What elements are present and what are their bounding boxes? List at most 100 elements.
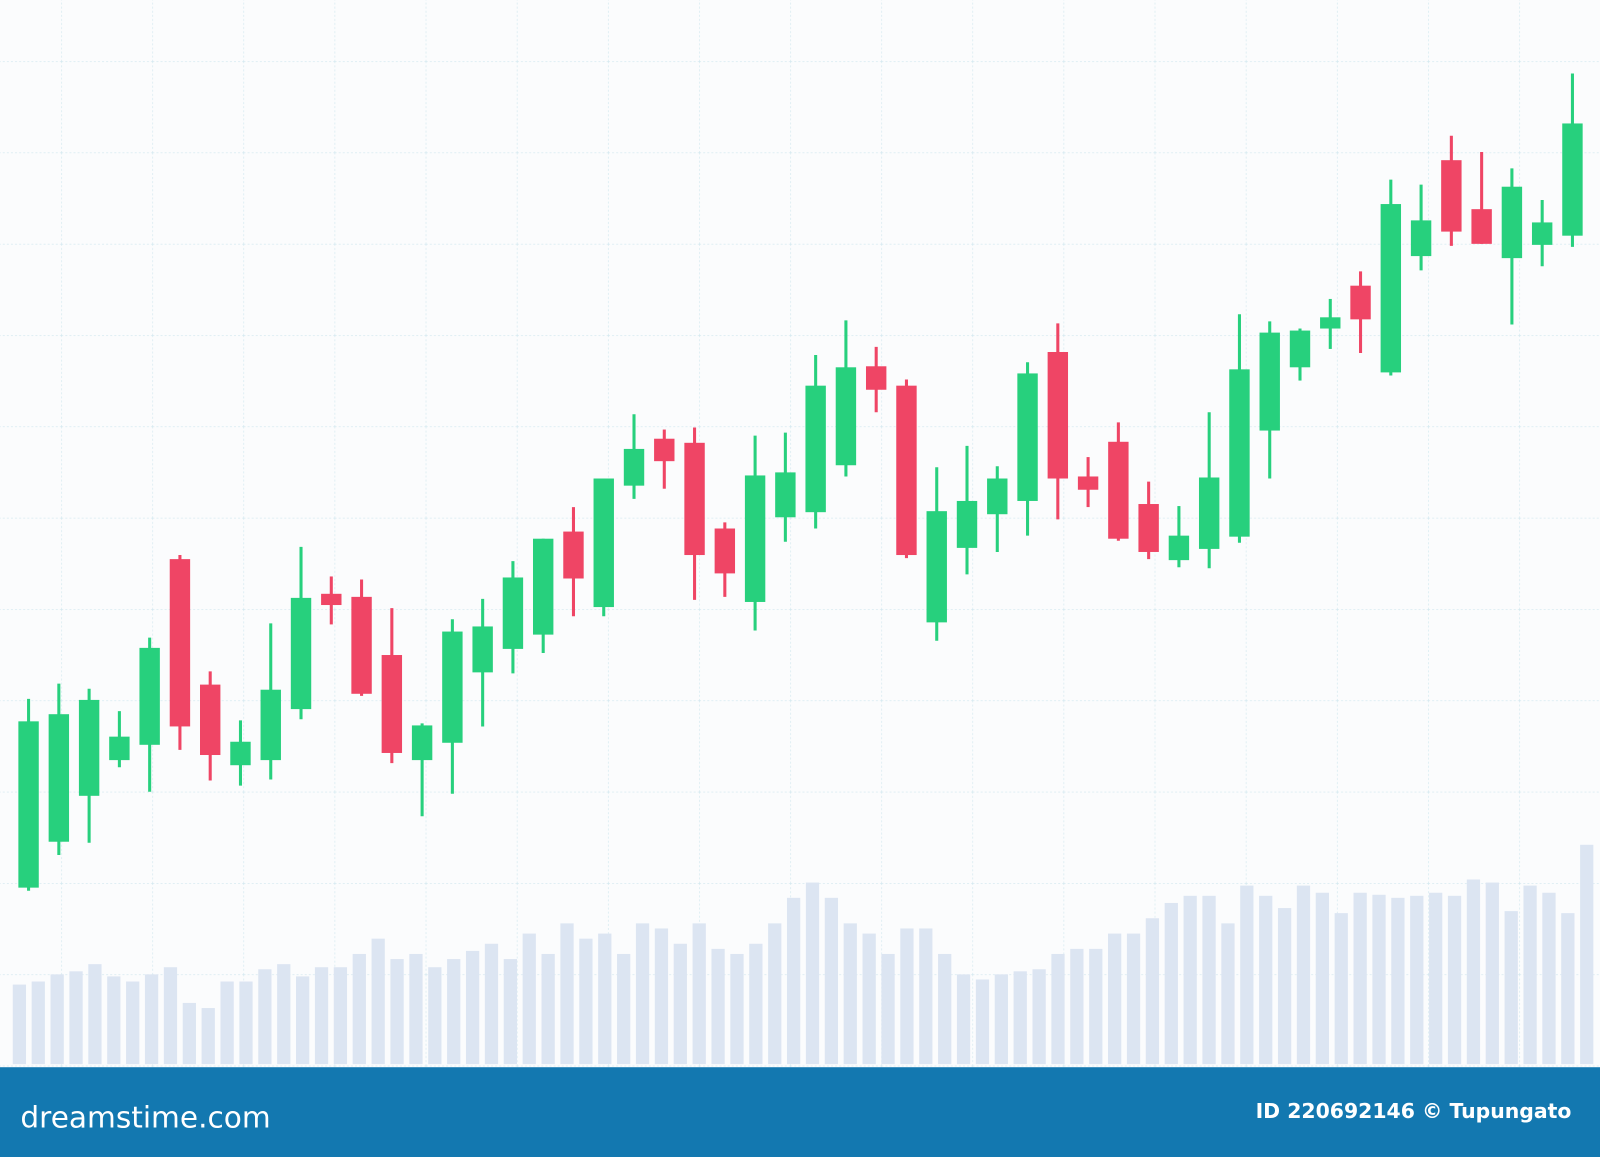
candle-body [1168, 535, 1190, 561]
volume-bar [522, 933, 536, 1065]
candle-body [381, 655, 403, 753]
candle-body [1501, 186, 1523, 259]
volume-bar [239, 981, 253, 1065]
volume-bar [635, 923, 650, 1065]
volume-bar [617, 953, 631, 1065]
candle-body [48, 714, 70, 842]
volume-bar [1523, 885, 1537, 1065]
volume-bar [1429, 892, 1443, 1065]
volume-bar [749, 943, 763, 1065]
volume-bar [862, 933, 876, 1065]
volume-bar [1221, 923, 1235, 1065]
volume-layer [12, 844, 1594, 1065]
volume-bar [126, 981, 140, 1065]
volume-bar [975, 979, 990, 1065]
candle-body [351, 596, 372, 694]
candle-body [290, 597, 312, 710]
volume-bar [843, 923, 857, 1065]
candle-body [1108, 441, 1129, 539]
volume-bar [144, 974, 159, 1065]
volume-bar [654, 928, 669, 1065]
volume-bar [938, 953, 952, 1065]
candle-body [1562, 123, 1583, 236]
candle-body [1320, 317, 1341, 329]
volume-bar [1013, 971, 1027, 1065]
candle-body [1531, 222, 1553, 245]
volume-bar [1353, 892, 1367, 1065]
candle-body [623, 448, 645, 486]
volume-bar [579, 938, 593, 1065]
volume-bar [409, 953, 423, 1065]
candle-body [684, 442, 705, 556]
volume-bar [1410, 895, 1424, 1065]
volume-bar [730, 953, 744, 1065]
candle-body [835, 367, 857, 466]
candle-body [442, 631, 463, 743]
volume-bar [50, 974, 64, 1065]
candle-body [109, 736, 130, 761]
volume-bar [1164, 902, 1178, 1065]
volume-bar [107, 976, 121, 1065]
volume-bar [1240, 885, 1254, 1065]
candle-body [1471, 209, 1492, 244]
candle-body [1441, 160, 1462, 232]
candle-body [1017, 373, 1038, 501]
candle-body [654, 438, 675, 462]
volume-bar [69, 971, 83, 1065]
volume-bar [1447, 895, 1462, 1065]
candle-body [230, 741, 251, 766]
volume-bar [333, 967, 348, 1065]
candle-body [563, 531, 584, 579]
candle-layer [18, 73, 1583, 891]
volume-bar [1145, 918, 1160, 1065]
volume-bar [881, 953, 895, 1065]
volume-bar [1485, 882, 1499, 1065]
candle-body [18, 721, 39, 888]
footer-credit: ID 220692146 © Tupungato [1256, 1099, 1572, 1123]
candle-body [260, 689, 281, 761]
candle-body [1410, 220, 1432, 257]
candle-body [532, 538, 554, 635]
volume-bar [824, 897, 839, 1065]
volume-bar [1466, 879, 1481, 1065]
candle-body [200, 684, 221, 756]
volume-bar [560, 923, 574, 1065]
volume-bar [692, 923, 706, 1065]
volume-bar [1126, 933, 1141, 1065]
volume-bar [201, 1008, 215, 1065]
volume-bar [900, 928, 914, 1065]
volume-bar [956, 974, 971, 1065]
volume-bar [1296, 885, 1311, 1065]
candle-body [1380, 204, 1402, 373]
candle-body [1047, 351, 1069, 479]
candle-body [1198, 477, 1220, 549]
volume-bar [805, 882, 820, 1065]
candle-body [775, 472, 796, 518]
candle-body [593, 478, 614, 608]
volume-bar [1580, 844, 1594, 1065]
candle-body [926, 511, 947, 623]
volume-bar [314, 967, 329, 1065]
volume-bar [786, 897, 801, 1065]
volume-bar [1051, 953, 1065, 1065]
volume-bar [503, 959, 517, 1065]
volume-bar [1334, 913, 1348, 1065]
volume-bar [1089, 948, 1103, 1065]
volume-bar [768, 923, 782, 1065]
volume-bar [1277, 908, 1292, 1065]
volume-bar [1183, 895, 1197, 1065]
volume-bar [447, 959, 461, 1065]
candle-body [139, 647, 160, 745]
candle-body [321, 593, 342, 606]
candle-body [896, 385, 917, 556]
candle-body [987, 478, 1008, 515]
volume-bar [352, 953, 366, 1065]
volume-bar [371, 938, 385, 1065]
volume-bar [163, 967, 178, 1065]
volume-bar [598, 933, 612, 1065]
volume-bar [994, 974, 1008, 1065]
grid [0, 0, 1600, 1068]
candle-body [78, 699, 100, 796]
